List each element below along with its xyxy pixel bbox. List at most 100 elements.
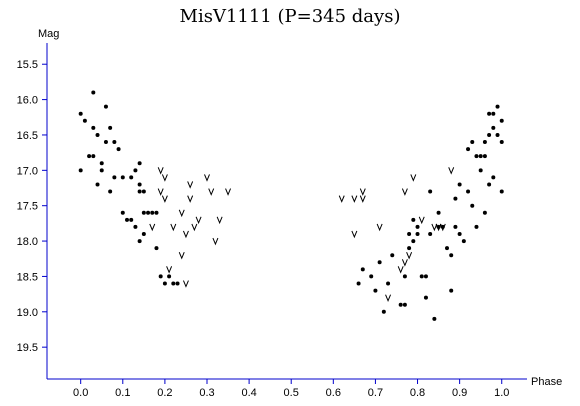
- data-point-dot: [146, 210, 151, 215]
- x-tick-label: 1.0: [494, 387, 509, 399]
- data-point-dot: [428, 231, 433, 236]
- data-point-dot: [120, 175, 125, 180]
- data-point-dot: [423, 295, 428, 300]
- data-point-dot: [402, 274, 407, 279]
- data-point-dot: [457, 231, 462, 236]
- x-tick-label: 0.8: [410, 387, 425, 399]
- data-point-dot: [491, 125, 496, 130]
- data-point-upper-limit: [406, 252, 413, 260]
- data-point-upper-limit: [161, 195, 168, 203]
- data-point-dot: [108, 125, 113, 130]
- data-point-dot: [491, 175, 496, 180]
- data-point-dot: [495, 104, 500, 109]
- data-point-dot: [487, 182, 492, 187]
- data-point-dot: [141, 231, 146, 236]
- data-point-dot: [108, 189, 113, 194]
- data-point-upper-limit: [351, 195, 358, 203]
- data-point-dot: [428, 189, 433, 194]
- data-point-dot: [167, 274, 172, 279]
- y-tick-label: 19.5: [17, 342, 38, 354]
- x-tick-label: 0.7: [368, 387, 383, 399]
- data-point-dot: [415, 231, 420, 236]
- data-point-upper-limit: [435, 223, 442, 232]
- data-point-dot: [133, 224, 138, 229]
- data-point-dot: [95, 132, 100, 137]
- data-point-upper-limit: [385, 294, 392, 302]
- y-axis-label: Mag: [38, 28, 59, 40]
- data-point-dot: [150, 210, 155, 215]
- data-point-upper-limit: [157, 167, 164, 175]
- data-point-dot: [407, 246, 412, 251]
- data-point-dot: [449, 253, 454, 258]
- x-tick-label: 0.9: [452, 387, 467, 399]
- data-point-upper-limit: [216, 216, 223, 225]
- data-point-dot: [95, 182, 100, 187]
- data-point-upper-limit: [161, 174, 168, 182]
- data-point-dot: [125, 217, 129, 222]
- data-point-upper-limit: [439, 223, 446, 232]
- data-point-upper-limit: [376, 223, 383, 232]
- y-tick-label: 19.0: [17, 307, 38, 319]
- data-point-upper-limit: [401, 188, 408, 196]
- data-point-dot: [461, 239, 466, 244]
- y-tick-label: 16.0: [17, 95, 38, 107]
- data-point-upper-limit: [338, 195, 345, 203]
- data-point-dot: [499, 118, 504, 123]
- data-point-upper-limit: [187, 181, 194, 189]
- data-point-dot: [466, 189, 471, 194]
- data-point-dot: [78, 168, 83, 173]
- data-point-upper-limit: [178, 209, 185, 218]
- data-point-upper-limit: [191, 223, 198, 232]
- x-tick-label: 0.5: [284, 387, 299, 399]
- data-point-dot: [103, 104, 108, 109]
- data-point-dot: [474, 154, 479, 159]
- data-point-dot: [137, 239, 142, 244]
- data-point-dot: [453, 224, 458, 229]
- data-point-dot: [154, 246, 159, 251]
- data-point-upper-limit: [359, 188, 366, 196]
- x-tick-label: 0.6: [326, 387, 341, 399]
- x-tick-label: 0.0: [73, 387, 88, 399]
- data-point-upper-limit: [166, 266, 173, 274]
- y-tick-label: 17.5: [17, 201, 38, 213]
- data-point-upper-limit: [195, 216, 202, 225]
- x-tick-label: 0.2: [157, 387, 172, 399]
- data-point-dot: [415, 224, 420, 229]
- data-point-dot: [137, 189, 142, 194]
- data-point-dot: [171, 281, 176, 286]
- data-point-upper-limit: [208, 188, 215, 196]
- data-point-dot: [487, 132, 492, 137]
- data-point-dot: [369, 274, 374, 279]
- data-point-dot: [445, 246, 449, 251]
- data-point-dot: [87, 154, 92, 159]
- data-point-upper-limit: [410, 174, 417, 182]
- data-point-upper-limit: [359, 195, 366, 203]
- data-point-dot: [82, 118, 87, 123]
- data-point-dot: [449, 288, 454, 293]
- y-tick-label: 17.0: [17, 165, 38, 177]
- data-point-upper-limit: [401, 259, 408, 267]
- x-tick-label: 0.4: [241, 387, 256, 399]
- data-point-dot: [386, 281, 391, 286]
- data-point-upper-limit: [178, 252, 185, 260]
- data-point-dot: [381, 309, 386, 314]
- data-point-dot: [103, 140, 108, 145]
- data-point-dot: [453, 196, 458, 201]
- data-point-dot: [495, 132, 500, 137]
- data-point-dot: [457, 182, 462, 187]
- data-point-upper-limit: [149, 223, 156, 232]
- data-point-dot: [411, 217, 416, 222]
- data-point-dot: [133, 168, 138, 173]
- x-axis-label: Phase: [531, 376, 562, 388]
- y-tick-label: 15.5: [17, 59, 38, 71]
- data-point-upper-limit: [448, 167, 455, 175]
- data-point-upper-limit: [182, 230, 189, 239]
- data-point-dot: [470, 140, 475, 145]
- data-point-dot: [423, 274, 428, 279]
- data-point-dot: [91, 154, 96, 159]
- data-point-dot: [112, 140, 117, 145]
- data-point-dot: [398, 302, 403, 307]
- data-point-upper-limit: [170, 223, 177, 232]
- data-point-dot: [129, 217, 134, 222]
